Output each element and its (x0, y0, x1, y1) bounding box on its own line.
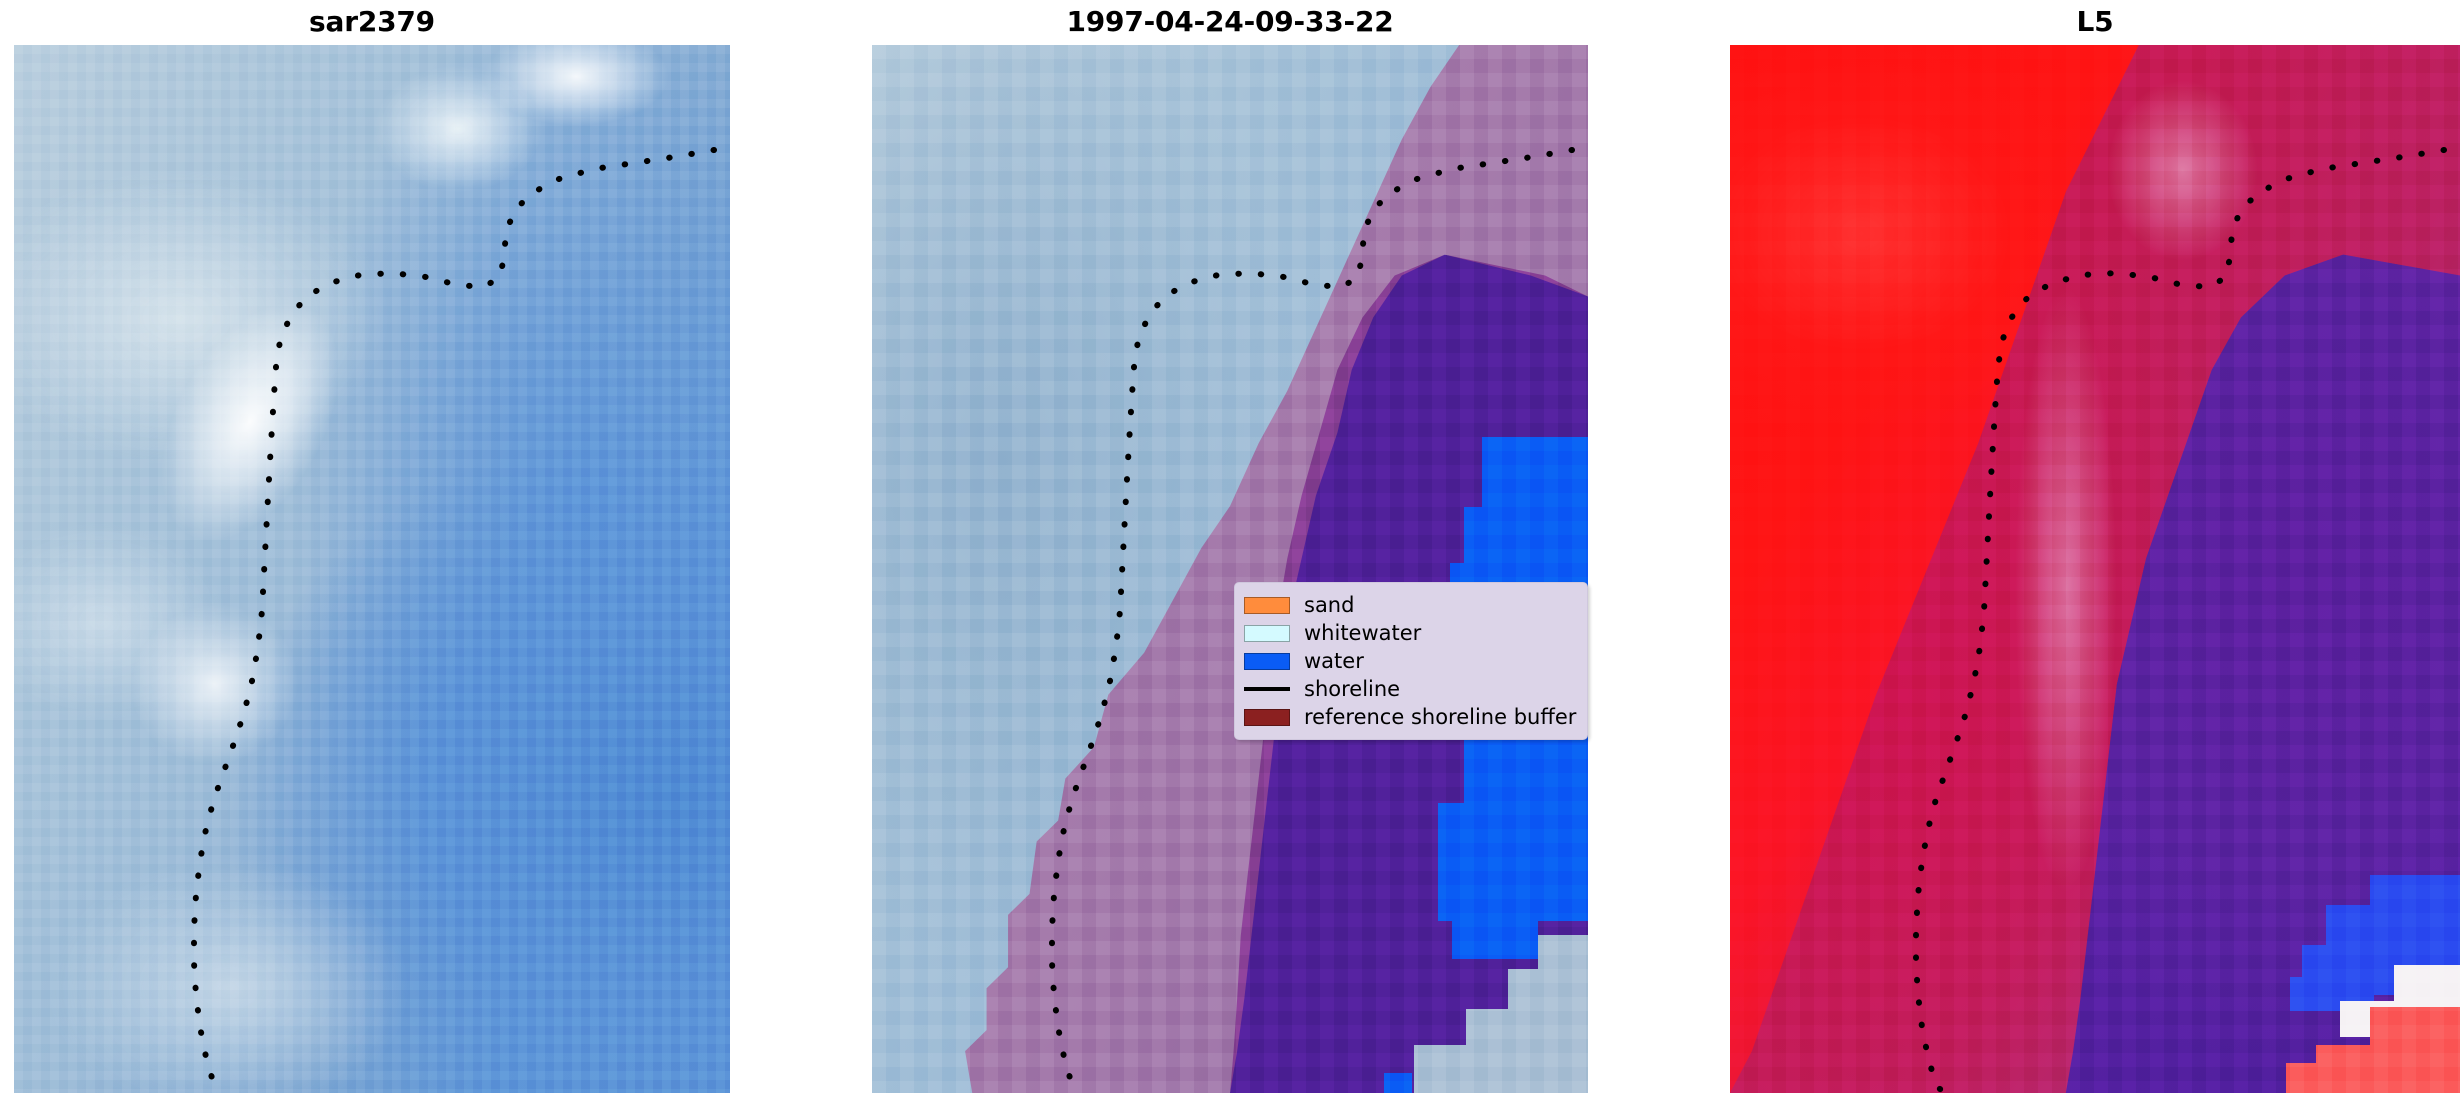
legend-swatch-shoreline (1244, 687, 1290, 691)
classified-grey-region-2 (1508, 969, 1588, 1009)
classified-pure-water-6 (1438, 803, 1588, 921)
panel-sar: sar2379 (14, 0, 730, 1108)
axes-sar[interactable] (14, 45, 730, 1093)
legend-swatch-water (1244, 652, 1290, 670)
legend-item-water: water (1244, 647, 1577, 675)
legend-label-reference-buffer: reference shoreline buffer (1304, 705, 1577, 729)
legend-label-whitewater: whitewater (1304, 621, 1422, 645)
legend-label-shoreline: shoreline (1304, 677, 1401, 701)
classified-pure-water-2 (1464, 507, 1588, 563)
legend-box[interactable]: sand whitewater water shoreline referenc… (1234, 582, 1588, 740)
axes-l5[interactable] (1730, 45, 2460, 1093)
classified-grey-region-1 (1538, 935, 1588, 969)
legend-swatch-reference-buffer (1244, 708, 1290, 726)
panel-title-l5: L5 (2076, 5, 2114, 38)
legend-label-water: water (1304, 649, 1364, 673)
classified-pure-water-7 (1452, 921, 1538, 959)
legend-item-shoreline: shoreline (1244, 675, 1577, 703)
panel-title-classified: 1997-04-24-09-33-22 (1066, 5, 1394, 38)
l5-pink-patch-3 (2286, 1063, 2344, 1093)
classified-pure-water-1 (1482, 437, 1588, 507)
classified-grey-region-3 (1466, 1009, 1588, 1093)
legend-item-whitewater: whitewater (1244, 619, 1577, 647)
panel-l5: L5 (1730, 0, 2460, 1108)
axes-classified[interactable] (872, 45, 1588, 1093)
legend-item-sand: sand (1244, 591, 1577, 619)
legend-item-reference-buffer: reference shoreline buffer (1244, 703, 1577, 731)
panel-classified: 1997-04-24-09-33-22 (872, 0, 1588, 1108)
sar-bright-patch-top (457, 45, 673, 150)
classified-grey-region-4 (1414, 1045, 1474, 1093)
legend-swatch-sand (1244, 596, 1290, 614)
legend-swatch-whitewater (1244, 624, 1290, 642)
classified-pure-water-8 (1384, 1073, 1412, 1093)
legend-label-sand: sand (1304, 593, 1355, 617)
panel-title-sar: sar2379 (309, 5, 435, 38)
